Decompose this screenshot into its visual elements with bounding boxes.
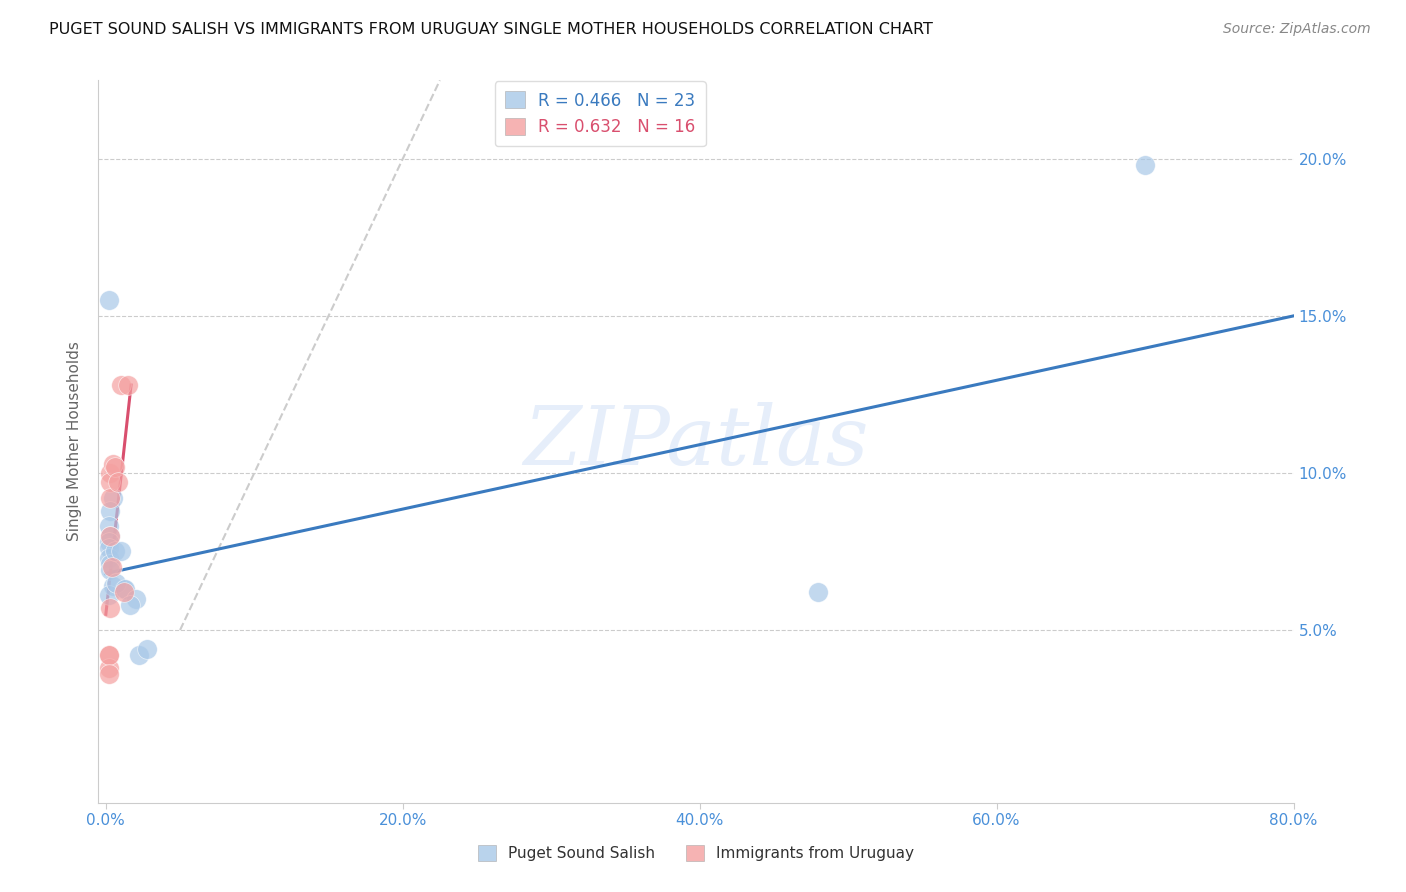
Text: Source: ZipAtlas.com: Source: ZipAtlas.com [1223, 22, 1371, 37]
Puget Sound Salish [1133, 158, 1156, 172]
Immigrants from Uruguay [98, 491, 121, 505]
Immigrants from Uruguay [97, 661, 120, 675]
Immigrants from Uruguay [97, 648, 120, 662]
Puget Sound Salish [124, 591, 146, 606]
Puget Sound Salish [136, 641, 159, 656]
Immigrants from Uruguay [98, 466, 121, 480]
Puget Sound Salish [112, 582, 135, 597]
Text: ZIPatlas: ZIPatlas [523, 401, 869, 482]
Puget Sound Salish [97, 550, 120, 565]
Legend: Puget Sound Salish, Immigrants from Uruguay: Puget Sound Salish, Immigrants from Urug… [471, 839, 921, 867]
Immigrants from Uruguay [97, 648, 120, 662]
Puget Sound Salish [97, 589, 120, 603]
Puget Sound Salish [97, 293, 120, 308]
Puget Sound Salish [97, 541, 120, 556]
Text: PUGET SOUND SALISH VS IMMIGRANTS FROM URUGUAY SINGLE MOTHER HOUSEHOLDS CORRELATI: PUGET SOUND SALISH VS IMMIGRANTS FROM UR… [49, 22, 934, 37]
Puget Sound Salish [118, 598, 141, 612]
Puget Sound Salish [98, 503, 121, 517]
Puget Sound Salish [110, 544, 132, 558]
Puget Sound Salish [105, 575, 128, 590]
Immigrants from Uruguay [97, 667, 120, 681]
Puget Sound Salish [98, 557, 121, 571]
Immigrants from Uruguay [107, 475, 129, 490]
Puget Sound Salish [97, 535, 120, 549]
Immigrants from Uruguay [98, 529, 121, 543]
Puget Sound Salish [114, 582, 136, 597]
Puget Sound Salish [807, 585, 830, 599]
Immigrants from Uruguay [103, 457, 125, 471]
Puget Sound Salish [98, 529, 121, 543]
Puget Sound Salish [104, 544, 127, 558]
Y-axis label: Single Mother Households: Single Mother Households [67, 342, 83, 541]
Puget Sound Salish [128, 648, 150, 662]
Puget Sound Salish [103, 579, 125, 593]
Immigrants from Uruguay [98, 601, 121, 615]
Immigrants from Uruguay [101, 560, 124, 574]
Immigrants from Uruguay [117, 378, 139, 392]
Immigrants from Uruguay [98, 475, 121, 490]
Puget Sound Salish [97, 519, 120, 533]
Puget Sound Salish [103, 491, 125, 505]
Immigrants from Uruguay [112, 585, 135, 599]
Immigrants from Uruguay [110, 378, 132, 392]
Immigrants from Uruguay [104, 459, 127, 474]
Puget Sound Salish [98, 563, 121, 577]
